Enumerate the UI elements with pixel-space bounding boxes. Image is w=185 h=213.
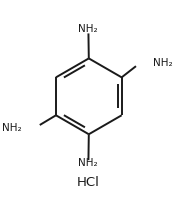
Text: HCl: HCl <box>76 176 99 189</box>
Text: NH₂: NH₂ <box>2 123 21 133</box>
Text: NH₂: NH₂ <box>78 24 98 34</box>
Text: NH₂: NH₂ <box>153 58 172 68</box>
Text: NH₂: NH₂ <box>78 158 98 168</box>
